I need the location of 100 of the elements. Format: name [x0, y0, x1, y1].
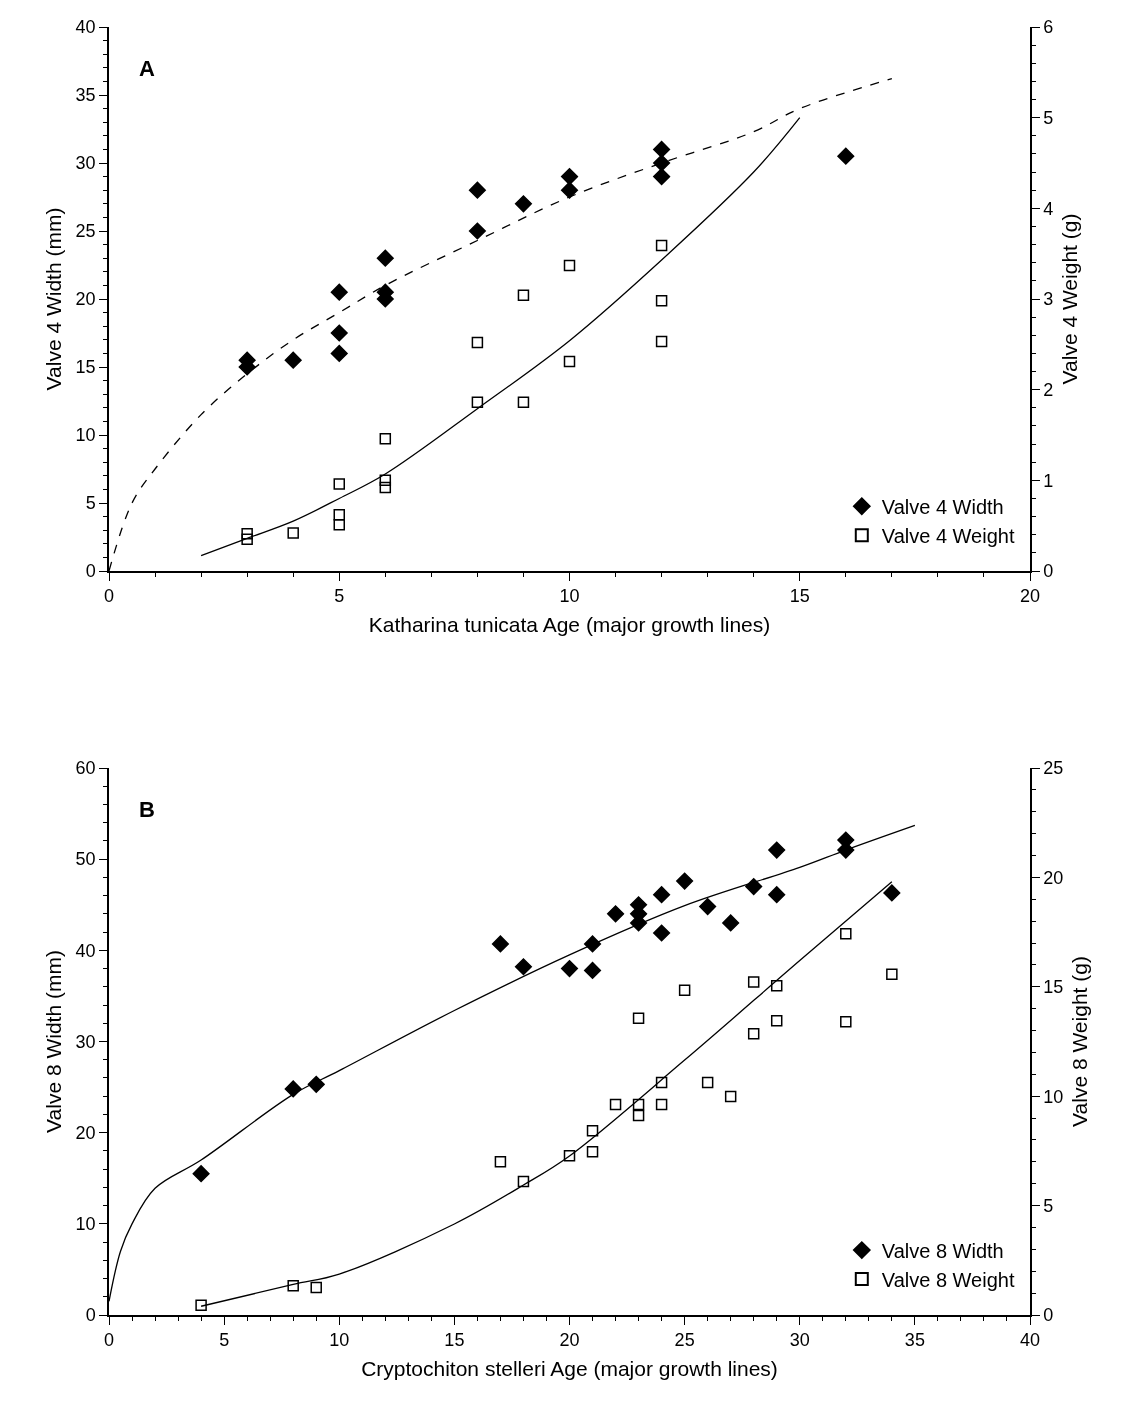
y2-tick-label: 15: [1043, 977, 1064, 998]
x-tick-label: 20: [1019, 586, 1041, 607]
point: [379, 432, 392, 445]
point: [632, 1012, 645, 1025]
point: [195, 1299, 207, 1312]
legend-label: Valve 4 Width: [881, 495, 1004, 518]
point: [747, 1028, 760, 1040]
line-series: [200, 117, 801, 557]
point: [471, 396, 484, 409]
point: [655, 295, 668, 307]
y-tick-label: 30: [75, 1031, 96, 1052]
point: [724, 1090, 737, 1103]
legend-label: Valve 8 Width: [881, 1239, 1004, 1262]
y2-axis-title: Valve 8 Weight (g): [1068, 956, 1092, 1127]
point: [376, 249, 394, 267]
y2-tick-label: 0: [1043, 1305, 1054, 1326]
point: [837, 147, 855, 165]
y2-tick-label: 0: [1043, 561, 1054, 582]
x-tick-label: 35: [904, 1330, 925, 1351]
point: [330, 344, 348, 362]
point: [491, 935, 509, 953]
point: [701, 1076, 714, 1089]
x-tick-label: 10: [329, 1330, 350, 1351]
y-tick-label: 10: [75, 1214, 96, 1235]
point: [886, 968, 898, 981]
point: [330, 324, 348, 342]
y2-tick-label: 25: [1043, 758, 1064, 779]
point: [468, 181, 486, 199]
point: [517, 396, 530, 409]
point: [586, 1125, 599, 1137]
point: [586, 1146, 599, 1158]
x-tick-label: 25: [674, 1330, 695, 1351]
point: [192, 1165, 210, 1183]
y-tick-label: 40: [75, 17, 96, 38]
y2-tick-label: 5: [1043, 107, 1054, 128]
point: [563, 355, 576, 368]
point: [699, 898, 717, 916]
y-tick-label: 60: [75, 758, 96, 779]
point: [287, 1279, 299, 1292]
y2-axis-title: Valve 4 Weight (g): [1058, 213, 1082, 385]
point: [609, 1098, 622, 1111]
legend-label: Valve 8 Weight: [881, 1268, 1015, 1291]
point: [653, 140, 671, 158]
x-tick-label: 15: [444, 1330, 465, 1351]
point: [471, 336, 484, 349]
y-tick-label: 5: [85, 493, 96, 514]
point: [333, 509, 345, 521]
x-tick-label: 10: [559, 586, 580, 607]
point: [560, 181, 579, 199]
y2-tick-label: 2: [1043, 379, 1054, 400]
point: [517, 1175, 530, 1188]
point: [747, 976, 760, 988]
y-axis-title: Valve 8 Width (mm): [42, 950, 66, 1133]
point: [514, 958, 532, 976]
point: [768, 886, 786, 904]
y-tick-label: 30: [75, 153, 96, 174]
point: [722, 914, 740, 932]
point: [241, 528, 253, 540]
point: [241, 533, 253, 546]
y-tick-label: 50: [75, 849, 96, 870]
y2-tick-label: 3: [1043, 289, 1054, 310]
point: [745, 877, 763, 896]
point: [284, 351, 302, 369]
point: [632, 1098, 645, 1111]
point: [678, 984, 691, 997]
y2-tick-label: 6: [1043, 17, 1054, 38]
point: [560, 960, 579, 978]
point: [583, 935, 602, 953]
y-tick-label: 20: [75, 1122, 96, 1143]
point: [768, 841, 786, 859]
y-tick-label: 0: [85, 561, 96, 582]
point: [676, 872, 694, 890]
y2-tick-label: 5: [1043, 1195, 1054, 1216]
y-tick-label: 0: [85, 1305, 96, 1326]
y2-tick-label: 20: [1043, 867, 1064, 888]
point: [840, 928, 852, 940]
point: [653, 924, 671, 942]
point: [563, 259, 576, 272]
point: [583, 961, 602, 979]
point: [333, 519, 345, 531]
y2-tick-label: 4: [1043, 198, 1054, 219]
point: [607, 905, 625, 923]
point: [770, 979, 783, 992]
x-axis-title: Katharina tunicata Age (major growth lines): [368, 613, 771, 637]
y-tick-label: 20: [75, 289, 96, 310]
annotation: B: [139, 797, 155, 822]
point: [310, 1281, 322, 1294]
point: [379, 481, 392, 494]
y-tick-label: 35: [75, 85, 96, 106]
x-axis-title: Cryptochiton stelleri Age (major growth lines): [361, 1357, 778, 1381]
point: [653, 168, 671, 186]
y2-tick-label: 10: [1043, 1086, 1064, 1107]
x-tick-label: 15: [789, 586, 810, 607]
x-tick-label: 5: [334, 586, 345, 607]
point: [655, 335, 668, 348]
point: [655, 239, 668, 252]
point: [514, 195, 532, 213]
y-tick-label: 15: [75, 357, 96, 378]
annotation: A: [139, 56, 155, 81]
legend-label: Valve 4 Weight: [881, 524, 1015, 547]
